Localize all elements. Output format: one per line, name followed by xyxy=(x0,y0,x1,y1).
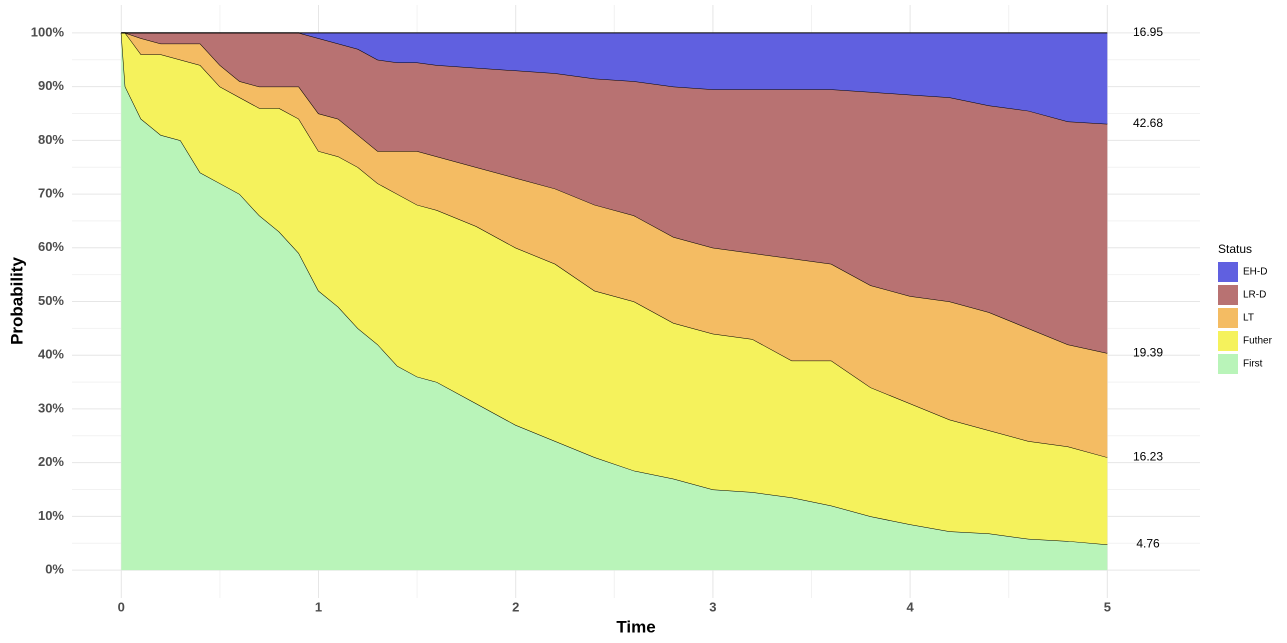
area xyxy=(121,32,1108,458)
legend-label: Futher xyxy=(1243,336,1273,347)
y-tick-label: 90% xyxy=(38,78,64,93)
legend-swatch xyxy=(1218,285,1238,305)
x-tick-label: 0 xyxy=(118,599,125,614)
x-tick-label: 3 xyxy=(709,599,716,614)
legend-label: EH-D xyxy=(1243,267,1267,278)
area xyxy=(121,32,1108,571)
end-label: 42.68 xyxy=(1133,116,1163,130)
legend-swatch xyxy=(1218,331,1238,351)
legend-label: LR-D xyxy=(1243,290,1266,301)
legend-label: LT xyxy=(1243,313,1254,324)
y-tick-label: 30% xyxy=(38,400,64,415)
y-tick-label: 60% xyxy=(38,239,64,254)
y-tick-label: 40% xyxy=(38,347,64,362)
area xyxy=(121,32,1108,354)
x-tick-label: 1 xyxy=(315,599,322,614)
legend-title: Status xyxy=(1218,242,1252,256)
y-tick-label: 70% xyxy=(38,186,64,201)
y-tick-label: 0% xyxy=(45,562,64,577)
legend-swatch xyxy=(1218,308,1238,328)
y-tick-label: 100% xyxy=(31,24,65,39)
legend-swatch xyxy=(1218,354,1238,374)
x-axis-title: Time xyxy=(616,617,655,636)
end-label: 4.76 xyxy=(1136,537,1160,551)
x-tick-label: 4 xyxy=(906,599,914,614)
x-tick-label: 5 xyxy=(1104,599,1111,614)
end-label: 19.39 xyxy=(1133,345,1163,359)
legend-swatch xyxy=(1218,262,1238,282)
x-tick-label: 2 xyxy=(512,599,519,614)
legend-label: First xyxy=(1243,359,1263,370)
area xyxy=(121,32,1108,545)
labels: 0% 10% 20% 30% 40% 50% 60% 70% 80% 90% 100% 0 1 2 3 4 5 4… xyxy=(31,24,1164,614)
y-axis-title: Probability xyxy=(7,257,26,345)
areas xyxy=(120,32,1108,571)
area xyxy=(121,32,1108,124)
end-label: 16.23 xyxy=(1133,449,1163,463)
y-tick-label: 80% xyxy=(38,132,64,147)
y-tick-label: 20% xyxy=(38,454,64,469)
y-tick-label: 10% xyxy=(38,508,64,523)
end-label: 16.95 xyxy=(1133,25,1163,39)
y-tick-label: 50% xyxy=(38,293,64,308)
